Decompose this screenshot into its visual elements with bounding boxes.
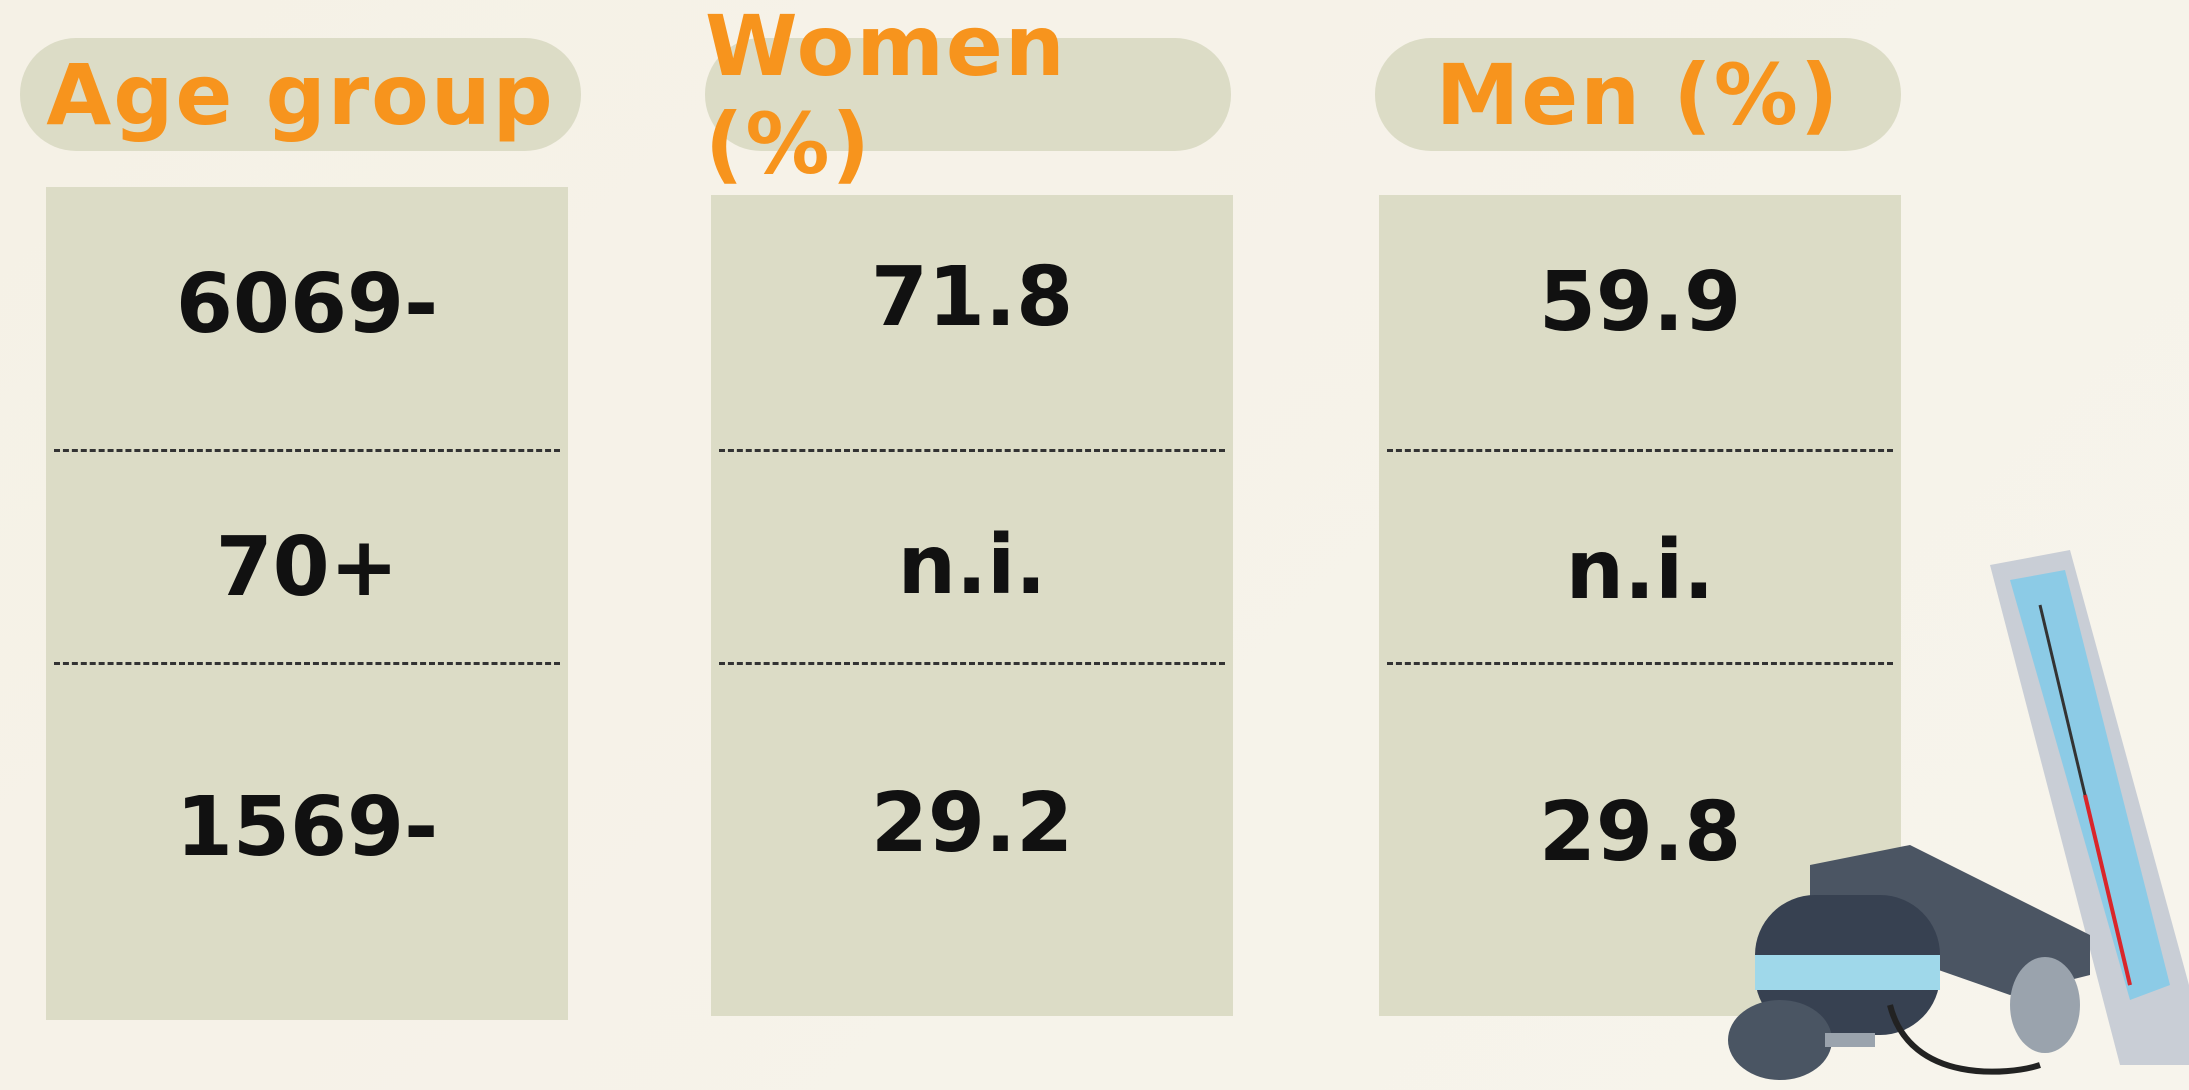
divider [719, 662, 1225, 665]
cell: 71.8 [870, 250, 1074, 345]
cell: 70+ [215, 520, 399, 615]
gauge-screen [2010, 570, 2170, 1000]
column: 59.9 n.i. 29.8 [1379, 195, 1901, 1016]
divider [54, 662, 560, 665]
column: 71.8 n.i. 29.2 [711, 195, 1233, 1016]
valve [2010, 957, 2080, 1053]
header: Men (%) [1375, 38, 1901, 151]
divider [1387, 449, 1893, 452]
cell: 1569- [175, 780, 439, 875]
cell: 29.8 [1538, 785, 1742, 880]
header: Women (%) [705, 0, 1231, 193]
cuff-case [1810, 845, 2090, 995]
bulb-connector [1825, 1033, 1875, 1047]
cell: n.i. [897, 518, 1047, 613]
column: 6069- 70+ 1569- [46, 187, 568, 1020]
header: Age group [20, 38, 581, 151]
divider [1387, 662, 1893, 665]
tube [1887, 1004, 2041, 1075]
cell: n.i. [1565, 523, 1715, 618]
bulb [1728, 1000, 1832, 1080]
cuff-band [1755, 955, 1940, 990]
blood-pressure-monitor [1728, 550, 2189, 1080]
cell: 6069- [175, 257, 439, 352]
cell: 59.9 [1538, 255, 1742, 350]
cell: 29.2 [870, 776, 1074, 871]
gauge-mercury [2083, 794, 2132, 986]
divider [54, 449, 560, 452]
divider [719, 449, 1225, 452]
